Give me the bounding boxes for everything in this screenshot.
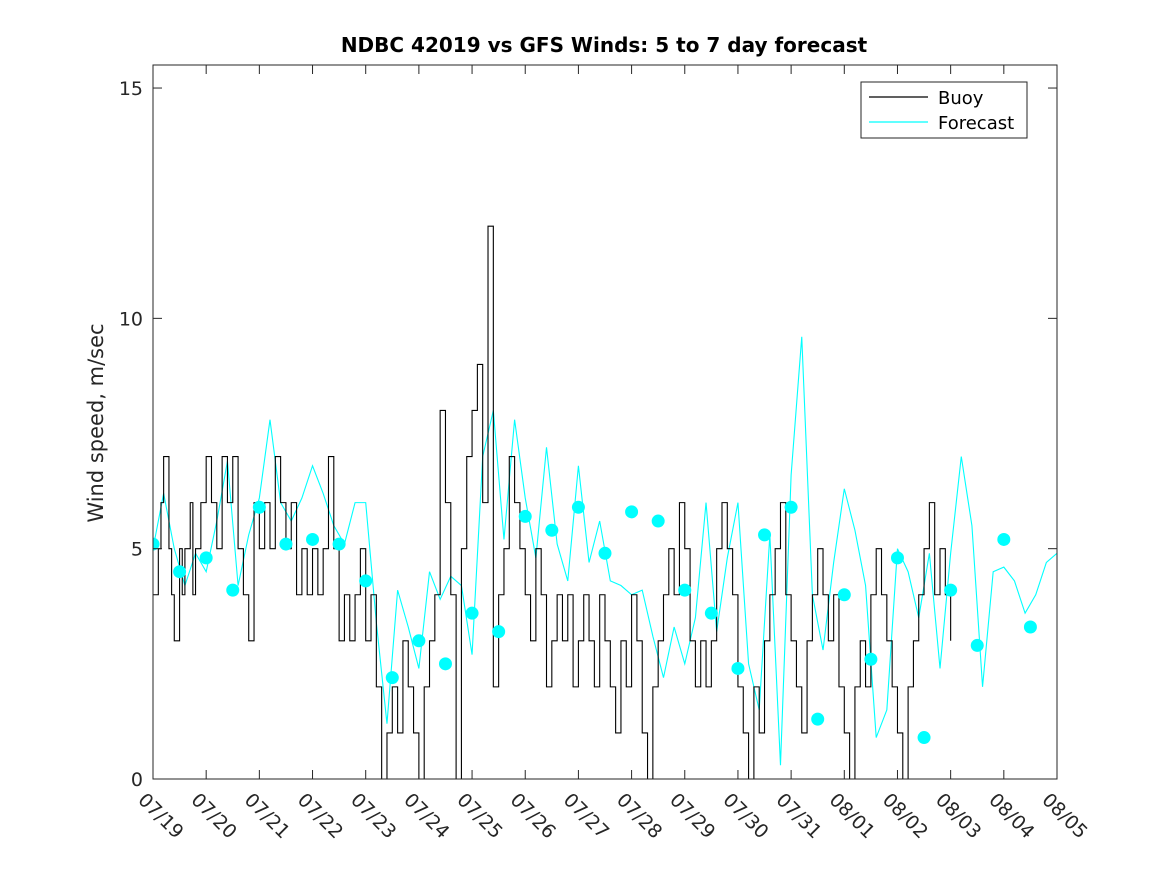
forecast-point — [731, 661, 745, 675]
forecast-point — [279, 537, 293, 551]
forecast-point — [625, 505, 639, 519]
forecast-point — [518, 509, 532, 523]
forecast-point — [465, 606, 479, 620]
plot-frame — [152, 64, 1058, 780]
forecast-point — [864, 652, 878, 666]
y-tick-label: 0 — [131, 769, 143, 791]
forecast-point — [332, 537, 346, 551]
forecast-point — [226, 583, 240, 597]
chart-title: NDBC 42019 vs GFS Winds: 5 to 7 day fore… — [341, 33, 868, 57]
plot-area — [152, 64, 1058, 780]
forecast-point — [1023, 620, 1037, 634]
forecast-point — [412, 634, 426, 648]
forecast-point — [704, 606, 718, 620]
forecast-point — [438, 657, 452, 671]
forecast-point — [890, 551, 904, 565]
forecast-point — [571, 500, 585, 514]
forecast-point — [492, 625, 506, 639]
forecast-point — [811, 712, 825, 726]
forecast-point — [598, 546, 612, 560]
y-tick-label: 5 — [131, 539, 143, 561]
forecast-point — [784, 500, 798, 514]
legend-label-forecast: Forecast — [938, 113, 1014, 134]
series-layer — [153, 225, 1057, 779]
forecast-point — [997, 532, 1011, 546]
forecast-point — [359, 574, 373, 588]
forecast-point — [944, 583, 958, 597]
forecast-point — [306, 532, 320, 546]
y-tick-label: 15 — [119, 78, 143, 100]
forecast-point — [970, 638, 984, 652]
forecast-point — [651, 514, 665, 528]
plot-background — [153, 65, 1057, 779]
forecast-point — [545, 523, 559, 537]
forecast-point — [678, 583, 692, 597]
forecast-point — [199, 551, 213, 565]
legend: Buoy Forecast — [860, 81, 1028, 139]
legend-box — [860, 81, 1028, 139]
forecast-point — [385, 671, 399, 685]
forecast-point — [758, 528, 772, 542]
y-tick-label: 10 — [119, 308, 143, 330]
forecast-point — [153, 537, 160, 551]
y-axis: 0 5 10 15 — [119, 78, 1057, 791]
forecast-point — [917, 731, 931, 745]
y-axis-label: Wind speed, m/sec — [84, 323, 108, 522]
forecast-point — [252, 500, 266, 514]
forecast-point — [837, 588, 851, 602]
buoy-line — [153, 225, 952, 779]
legend-label-buoy: Buoy — [938, 88, 984, 109]
forecast-point — [173, 565, 187, 579]
